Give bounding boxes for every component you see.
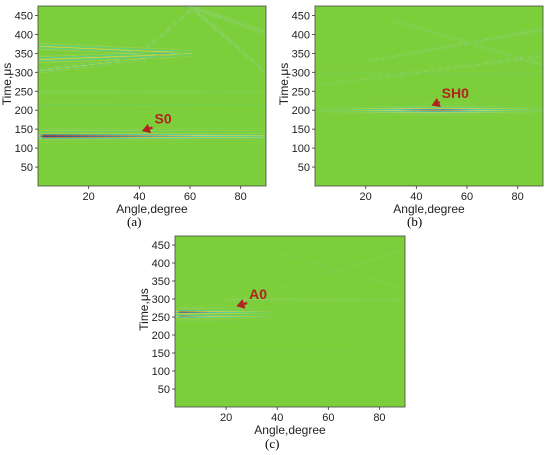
x-tick-label: 40 bbox=[410, 191, 422, 203]
y-tick-label: 200 bbox=[152, 330, 170, 342]
x-tick-label: 20 bbox=[360, 191, 372, 203]
y-tick-label: 300 bbox=[15, 67, 33, 79]
heatmap-chart-b: 50 100 150 200 250 300 350 400 450 20 40 60 80 Angle,… bbox=[277, 5, 544, 216]
x-tick-label: 80 bbox=[512, 191, 524, 203]
y-tick-label: 350 bbox=[292, 48, 310, 60]
y-tick-label: 350 bbox=[152, 276, 170, 288]
y-tick-label: 100 bbox=[15, 143, 33, 155]
plot-frame bbox=[37, 5, 267, 187]
y-tick-label: 100 bbox=[152, 366, 170, 378]
y-tick-label: 350 bbox=[15, 48, 33, 60]
y-tick-label: 250 bbox=[292, 86, 310, 98]
y-tick-label: 450 bbox=[292, 10, 310, 22]
y-tick-label: 50 bbox=[21, 162, 33, 174]
heatmap-panel-c: 50 100 150 200 250 300 350 400 450 20 40 60 80 Angle,… bbox=[135, 228, 415, 438]
plot-frame bbox=[314, 5, 544, 187]
y-tick-label: 300 bbox=[292, 67, 310, 79]
heatmap-chart-c: 50 100 150 200 250 300 350 400 450 20 40 60 80 Angle,… bbox=[137, 235, 406, 437]
y-tick-label: 300 bbox=[152, 294, 170, 306]
y-tick-label: 200 bbox=[292, 105, 310, 117]
x-tick-label: 60 bbox=[461, 191, 473, 203]
annotation-arrow-head bbox=[431, 97, 441, 108]
heatmap-panel-b: 50 100 150 200 250 300 350 400 450 20 40 60 80 Angle,… bbox=[275, 0, 550, 230]
y-axis-label: Time,μs bbox=[277, 63, 291, 105]
y-tick-label: 250 bbox=[152, 312, 170, 324]
x-tick-label: 20 bbox=[220, 412, 232, 424]
x-tick-label: 80 bbox=[373, 412, 385, 424]
annotation-arrow-shaft bbox=[243, 301, 248, 306]
wavefield-image bbox=[315, 6, 543, 186]
y-tick-label: 450 bbox=[15, 10, 33, 22]
annotation-arrow-shaft bbox=[149, 126, 153, 130]
y-tick-label: 400 bbox=[292, 29, 310, 41]
y-axis-label: Time,μs bbox=[137, 288, 151, 330]
x-tick-label: 40 bbox=[271, 412, 283, 424]
panel-caption-b: (b) bbox=[407, 214, 423, 229]
x-tick-label: 60 bbox=[322, 412, 334, 424]
y-tick-label: 450 bbox=[152, 240, 170, 252]
heatmap-panel-a: 50 100 150 200 250 300 350 400 450 20 40 60 80 Angle,… bbox=[0, 0, 275, 230]
x-axis-label: Angle,degree bbox=[254, 423, 326, 437]
y-tick-label: 50 bbox=[298, 162, 310, 174]
panel-caption-a: (a) bbox=[127, 214, 142, 229]
y-tick-label: 250 bbox=[15, 86, 33, 98]
y-axis-label: Time,μs bbox=[0, 63, 14, 105]
y-tick-label: 100 bbox=[292, 143, 310, 155]
y-tick-label: 150 bbox=[152, 348, 170, 360]
x-tick-label: 20 bbox=[83, 191, 95, 203]
mode-annotation-label: SH0 bbox=[442, 85, 469, 101]
y-tick-label: 150 bbox=[292, 124, 310, 136]
y-tick-label: 150 bbox=[15, 124, 33, 136]
y-tick-label: 400 bbox=[15, 29, 33, 41]
y-tick-label: 50 bbox=[158, 384, 170, 396]
mode-annotation-label: S0 bbox=[155, 110, 172, 126]
heatmap-chart-a: 50 100 150 200 250 300 350 400 450 20 40 60 80 Angle,… bbox=[0, 5, 267, 216]
x-axis-label: Angle,degree bbox=[116, 202, 188, 216]
x-axis-label: Angle,degree bbox=[393, 202, 465, 216]
y-tick-label: 400 bbox=[152, 258, 170, 270]
wavefield-image bbox=[38, 6, 266, 186]
x-tick-label: 40 bbox=[133, 191, 145, 203]
mode-annotation-label: A0 bbox=[249, 286, 267, 302]
plot-frame bbox=[174, 235, 406, 408]
wavefield-image bbox=[175, 236, 405, 407]
y-tick-label: 200 bbox=[15, 105, 33, 117]
x-tick-label: 60 bbox=[184, 191, 196, 203]
annotation-arrow-head bbox=[236, 299, 246, 309]
x-tick-label: 80 bbox=[235, 191, 247, 203]
annotation-arrow-head bbox=[141, 123, 152, 134]
panel-caption-c: (c) bbox=[265, 436, 280, 451]
